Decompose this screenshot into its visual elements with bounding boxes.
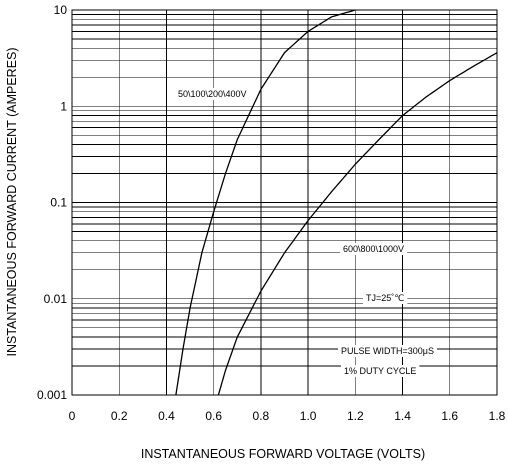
curve-labels: 50\100\200\400V 600\800\1000V TJ=25˚℃ PULSE…: [175, 88, 437, 377]
y-tick-label: 0.001: [37, 388, 67, 402]
annotation-pulse-width-bg: [338, 345, 437, 357]
series-label-2-bg: [340, 243, 408, 255]
y-axis-title: INSTANTANEOUS FORWARD CURRENT (AMPERES): [5, 47, 19, 356]
y-tick-label: 10: [54, 3, 68, 17]
tick-labels: 0 0.2 0.4 0.6 0.8 1.0 1.2 1.4 1.6 1.8 0.001 0.01 0.1…: [37, 3, 506, 423]
annotation-duty-cycle-bg: [341, 365, 420, 377]
y-tick-label: 0.1: [50, 196, 67, 210]
x-tick-label: 0.4: [158, 409, 175, 423]
x-tick-label: 1.2: [347, 409, 364, 423]
x-tick-label: 0.2: [111, 409, 128, 423]
series-label-2: 600\800\1000V: [343, 244, 404, 254]
x-tick-label: 1.8: [489, 409, 506, 423]
y-tick-label: 1: [60, 99, 67, 113]
x-tick-label: 1.6: [441, 409, 458, 423]
x-axis-title: INSTANTANEOUS FORWARD VOLTAGE (VOLTS): [141, 447, 425, 461]
grid: [72, 10, 497, 395]
x-tick-label: 0.8: [253, 409, 270, 423]
series-line-1: [175, 9, 356, 396]
series-label-1: 50\100\200\400V: [178, 89, 247, 99]
x-tick-label: 1.4: [394, 409, 411, 423]
annotation-tj-bg: [363, 292, 408, 304]
series-group: [175, 9, 498, 396]
annotation-pulse-width: PULSE WIDTH=300μS: [341, 346, 434, 356]
series-label-1-bg: [175, 88, 250, 100]
x-tick-label: 1.0: [300, 409, 317, 423]
series-line-2: [217, 52, 498, 396]
plot-frame: [71, 9, 498, 396]
x-tick-label: 0: [69, 409, 76, 423]
y-tick-label: 0.01: [44, 292, 68, 306]
annotation-duty-cycle: 1% DUTY CYCLE: [344, 366, 416, 376]
annotation-tj: TJ=25˚℃: [366, 293, 404, 303]
x-tick-label: 0.6: [205, 409, 222, 423]
